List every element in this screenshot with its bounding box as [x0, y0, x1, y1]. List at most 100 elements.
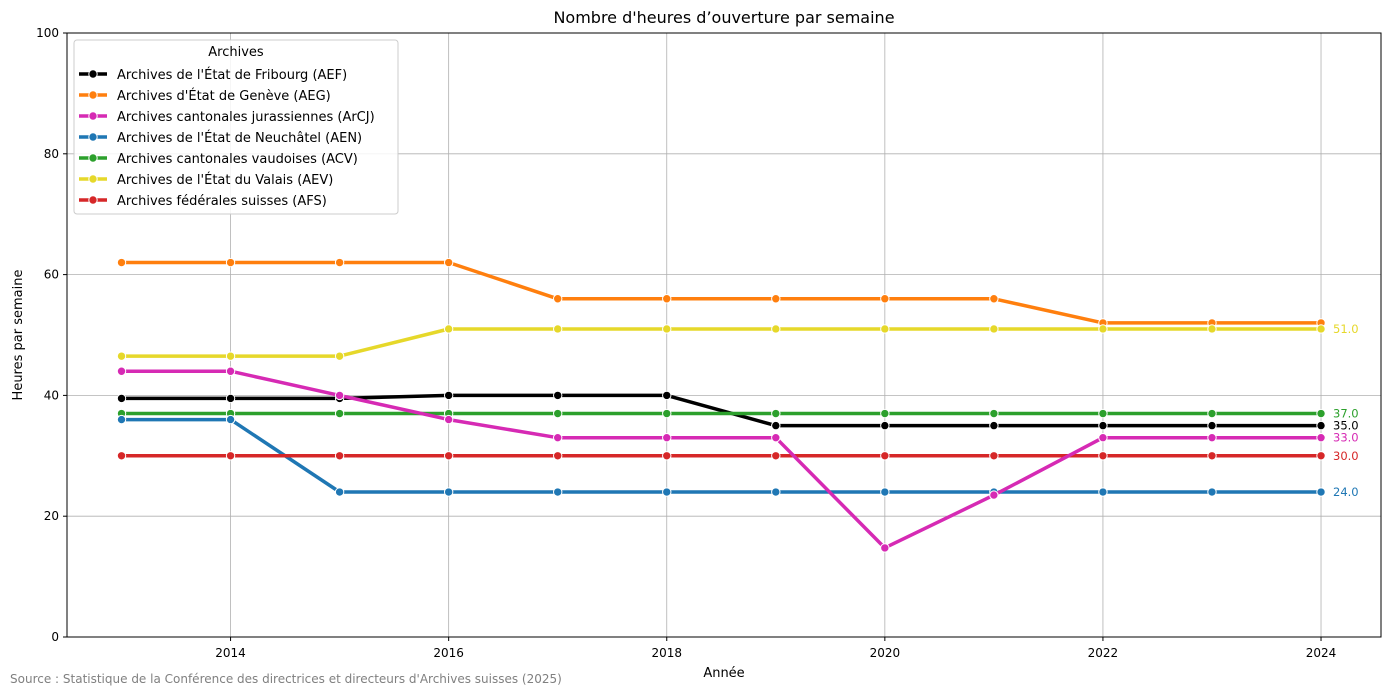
data-point	[553, 408, 563, 419]
data-point	[662, 487, 672, 497]
x-axis: 2014 2016 2018 2020 2022 2024	[215, 637, 1336, 660]
y-tick-label: 60	[44, 268, 59, 282]
data-point	[116, 393, 127, 404]
legend-items: Archives de l'État de Fribourg (AEF) Arch…	[79, 67, 375, 209]
data-point	[553, 432, 563, 443]
data-point	[225, 351, 236, 361]
legend-label: Archives cantonales jurassiennes (ArCJ)	[117, 110, 375, 125]
end-value-label: 37.0	[1333, 407, 1359, 421]
x-tick-label: 2016	[433, 646, 464, 660]
legend-swatch-marker	[88, 153, 98, 163]
data-point	[662, 408, 672, 419]
plot-frame	[66, 32, 1382, 638]
end-value-label: 51.0	[1333, 322, 1359, 336]
data-point	[443, 324, 454, 334]
data-point	[771, 324, 781, 334]
legend-label: Archives de l'État de Neuchâtel (AEN)	[117, 130, 362, 146]
series-2	[116, 366, 1326, 553]
x-tick-label: 2020	[870, 646, 901, 660]
data-point	[334, 487, 345, 497]
data-point	[443, 257, 454, 268]
x-tick-label: 2018	[651, 646, 682, 660]
data-point	[1207, 487, 1217, 497]
data-point	[771, 420, 781, 431]
end-labels: 35.033.0 24.0 37.0 51.0 30.0	[1333, 322, 1359, 499]
data-point	[334, 390, 345, 401]
legend-label: Archives cantonales vaudoises (ACV)	[117, 152, 358, 167]
data-point	[1316, 420, 1326, 431]
legend-item: Archives cantonales vaudoises (ACV)	[79, 152, 358, 167]
data-point	[880, 324, 890, 334]
data-point	[771, 487, 781, 497]
end-value-label: 35.0	[1333, 419, 1359, 433]
legend-swatch-marker	[88, 174, 98, 184]
legend-item: Archives de l'État du Valais (AEV)	[79, 172, 333, 188]
data-point	[116, 414, 127, 425]
y-tick-label: 100	[36, 26, 59, 40]
data-point	[880, 294, 890, 304]
series-5	[116, 324, 1326, 361]
data-point	[553, 487, 563, 497]
data-point	[1207, 408, 1217, 419]
legend-swatch-marker	[88, 69, 98, 79]
x-tick-label: 2022	[1088, 646, 1119, 660]
data-point	[225, 366, 236, 376]
data-point	[989, 294, 999, 304]
legend-swatch-marker	[88, 195, 98, 205]
legend-label: Archives de l'État du Valais (AEV)	[117, 172, 333, 188]
y-axis: 0 20 40 60 80 100	[36, 26, 67, 644]
data-point	[553, 294, 563, 304]
data-point	[116, 351, 127, 361]
data-point	[225, 393, 236, 404]
data-point	[225, 257, 236, 268]
data-point	[1207, 324, 1217, 334]
data-point	[880, 420, 890, 431]
data-point	[662, 390, 672, 401]
data-point	[225, 414, 236, 425]
data-point	[880, 543, 890, 553]
data-point	[1098, 432, 1108, 443]
y-tick-label: 0	[51, 630, 59, 644]
data-point	[989, 490, 999, 500]
data-point	[771, 432, 781, 443]
series-line	[119, 417, 1323, 494]
data-point	[334, 451, 345, 461]
data-point	[989, 451, 999, 461]
series-6	[116, 451, 1326, 461]
data-point	[1098, 420, 1108, 431]
data-point	[662, 294, 672, 304]
data-point	[880, 408, 890, 419]
data-point	[443, 414, 454, 425]
data-point	[771, 294, 781, 304]
data-point	[989, 324, 999, 334]
data-point	[443, 487, 454, 497]
data-point	[116, 451, 127, 461]
data-point	[1316, 451, 1326, 461]
data-point	[553, 451, 563, 461]
legend-label: Archives d'État de Genève (AEG)	[117, 88, 331, 104]
series-line	[119, 369, 1323, 550]
legend-label: Archives de l'État de Fribourg (AEF)	[117, 67, 347, 83]
legend: Archives Archives de l'État de Fribourg …	[73, 39, 399, 215]
series-line	[119, 393, 1323, 428]
end-value-label: 30.0	[1333, 449, 1359, 463]
series-3	[116, 414, 1326, 497]
data-point	[553, 390, 563, 401]
legend-label: Archives fédérales suisses (AFS)	[117, 194, 327, 209]
end-value-label: 33.0	[1333, 431, 1359, 445]
legend-box	[73, 39, 399, 215]
legend-item: Archives de l'État de Fribourg (AEF)	[79, 67, 347, 83]
data-point	[1316, 487, 1326, 497]
data-point	[880, 487, 890, 497]
data-point	[1098, 408, 1108, 419]
legend-item: Archives d'État de Genève (AEG)	[79, 88, 331, 104]
data-point	[116, 366, 127, 376]
data-point	[334, 351, 345, 361]
legend-swatch-marker	[88, 111, 98, 121]
data-point	[553, 324, 563, 334]
data-point	[443, 451, 454, 461]
data-point	[989, 408, 999, 419]
data-point	[989, 420, 999, 431]
data-point	[1207, 432, 1217, 443]
legend-swatch-marker	[88, 90, 98, 100]
